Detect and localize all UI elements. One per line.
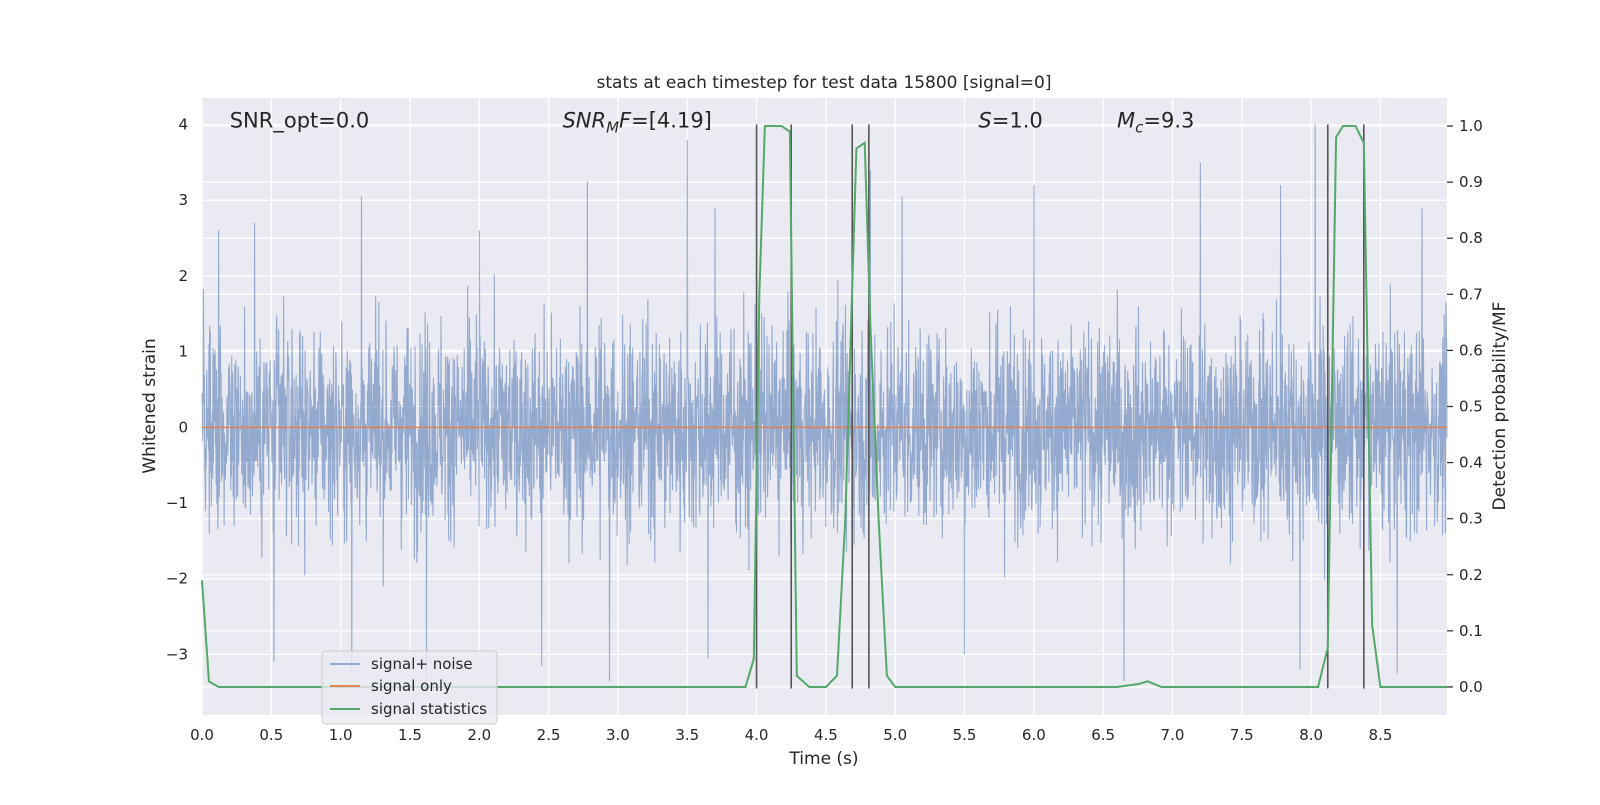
x-tick-label: 3.0 — [606, 726, 630, 744]
y-right-tick-labels: 0.0 0.1 0.2 0.3 0.4 0.5 0.6 0.7 0.8 0.9 1.0 — [1447, 117, 1483, 696]
y-left-tick-labels: −3 −2 −1 0 1 2 3 4 — [166, 115, 188, 663]
x-axis-label: Time (s) — [788, 749, 858, 769]
series-signal-statistics — [201, 125, 1447, 688]
x-tick-label: 1.0 — [329, 726, 353, 744]
signal-statistics-line — [201, 125, 1447, 688]
y-left-tick-label: 3 — [178, 191, 188, 209]
y-left-axis-label: Whitened strain — [140, 338, 160, 473]
y-right-axis-label: Detection probability/MF — [1490, 302, 1510, 511]
y-right-tick-label: 0.3 — [1459, 510, 1483, 528]
x-tick-label: 8.0 — [1299, 726, 1323, 744]
y-left-tick-label: 1 — [178, 343, 188, 361]
y-left-tick-label: 0 — [178, 418, 188, 436]
x-tick-label: 5.0 — [883, 726, 907, 744]
y-left-tick-label: 4 — [178, 115, 188, 133]
x-tick-label: 2.0 — [467, 726, 491, 744]
y-right-tick-label: 0.9 — [1459, 173, 1483, 191]
annotation-text: SNR_opt=0.0 — [230, 109, 370, 134]
x-tick-label: 5.5 — [953, 726, 977, 744]
x-tick-label: 8.5 — [1369, 726, 1393, 744]
legend-label-signal-only: signal only — [371, 677, 452, 695]
y-left-tick-label: −1 — [166, 494, 188, 512]
x-tick-label: 2.5 — [537, 726, 561, 744]
y-left-tick-label: −2 — [166, 570, 188, 588]
x-tick-label: 6.5 — [1091, 726, 1115, 744]
y-right-tick-label: 0.0 — [1459, 678, 1483, 696]
x-tick-labels: 0.0 0.5 1.0 1.5 2.0 2.5 3.0 3.5 4.0 4.5 5.0 5.5 6.0 6… — [190, 726, 1392, 744]
annotations: SNR_opt=0.0 SNRMF=[4.19] S=1.0 Mc=9.3 — [230, 109, 1195, 137]
annotation-text: Mc=9.3 — [1117, 109, 1194, 137]
annotation-text: S=1.0 — [978, 109, 1042, 133]
chart-title: stats at each timestep for test data 158… — [597, 73, 1052, 93]
signal-noise-line — [201, 124, 1448, 681]
y-right-tick-label: 1.0 — [1459, 117, 1483, 135]
legend: signal+ noise signal only signal statist… — [321, 650, 498, 725]
y-right-tick-label: 0.5 — [1459, 398, 1483, 416]
y-left-tick-label: 2 — [178, 267, 188, 285]
y-right-tick-label: 0.1 — [1459, 622, 1483, 640]
x-tick-label: 0.5 — [259, 726, 283, 744]
x-tick-label: 0.0 — [190, 726, 214, 744]
series-signal-noise — [201, 124, 1448, 681]
legend-label-signal-statistics: signal statistics — [371, 700, 487, 718]
x-tick-label: 3.5 — [675, 726, 699, 744]
y-left-tick-label: −3 — [166, 645, 188, 663]
y-right-tick-label: 0.2 — [1459, 566, 1483, 584]
y-right-tick-label: 0.4 — [1459, 454, 1483, 472]
y-right-tick-label: 0.7 — [1459, 285, 1483, 303]
x-tick-label: 4.5 — [814, 726, 838, 744]
x-tick-label: 1.5 — [398, 726, 422, 744]
x-tick-label: 7.0 — [1161, 726, 1185, 744]
annotation-text: SNRMF=[4.19] — [562, 109, 711, 137]
x-tick-label: 6.0 — [1022, 726, 1046, 744]
legend-label-signal-noise: signal+ noise — [371, 655, 473, 673]
y-right-tick-label: 0.6 — [1459, 341, 1483, 359]
x-tick-label: 4.0 — [745, 726, 769, 744]
y-right-tick-label: 0.8 — [1459, 229, 1483, 247]
x-tick-label: 7.5 — [1230, 726, 1254, 744]
legend-box — [321, 650, 498, 725]
